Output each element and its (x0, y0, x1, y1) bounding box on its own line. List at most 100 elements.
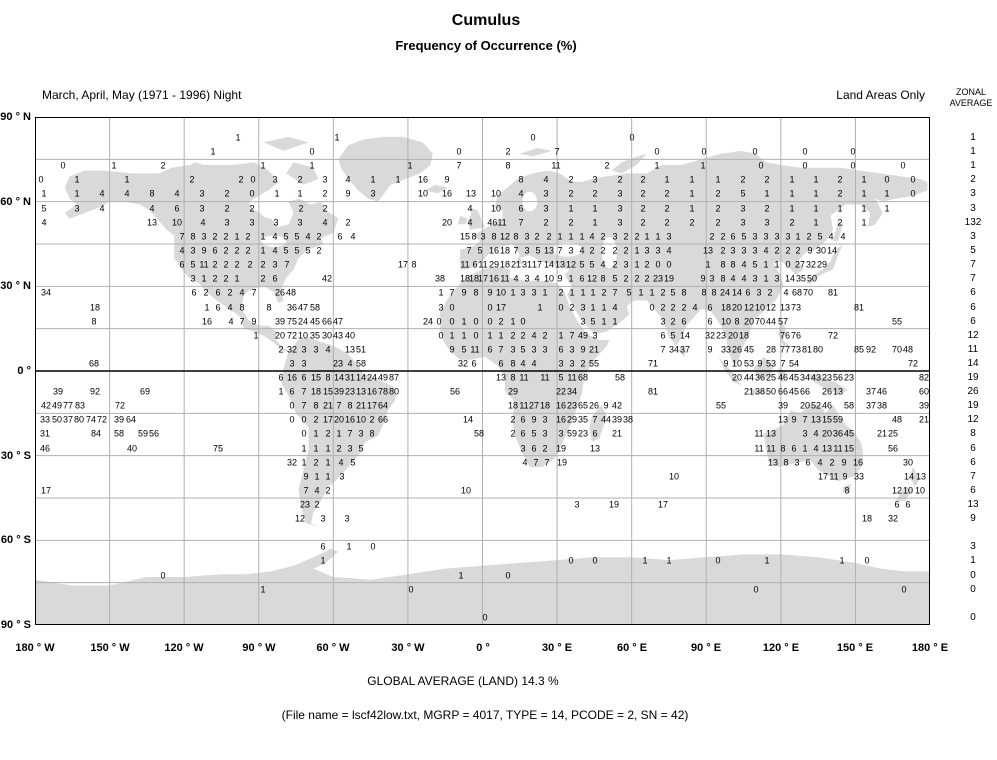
grid-value: 40 (344, 330, 356, 341)
grid-value: 0 (715, 555, 721, 566)
grid-value: 1 (74, 188, 80, 199)
grid-value: 3 (297, 217, 303, 228)
lon-tick-label: 180 ° E (911, 642, 949, 654)
lon-tick-label: 60 ° W (316, 642, 350, 654)
grid-value: 2 (601, 287, 607, 298)
grid-value: 7 (660, 344, 666, 355)
grid-value: 8 (701, 287, 707, 298)
land-shape (457, 215, 468, 225)
grid-value: 7 (303, 485, 309, 496)
grid-value: 10 (668, 471, 680, 482)
grid-value: 9 (251, 316, 257, 327)
grid-value: 14 (731, 287, 743, 298)
grid-value: 21 (588, 344, 600, 355)
grid-value: 3 (655, 245, 661, 256)
grid-value: 1 (201, 273, 207, 284)
grid-value: 11 (754, 428, 764, 439)
grid-value: 23 (344, 386, 356, 397)
lon-tick-label: 120 ° W (164, 642, 204, 654)
lon-tick-label: 180 ° W (15, 642, 55, 654)
grid-value: 3 (543, 188, 549, 199)
grid-value: 3 (574, 499, 580, 510)
grid-value: 1 (74, 174, 80, 185)
grid-value: 12 (891, 485, 903, 496)
lat-tick-label: 60 ° N (0, 196, 31, 208)
zonal-average-value: 13 (967, 499, 979, 510)
grid-value: 2 (720, 245, 726, 256)
grid-value: 0 (884, 174, 890, 185)
grid-value: 70 (891, 344, 903, 355)
grid-value: 2 (322, 203, 328, 214)
grid-value: 6 (520, 414, 526, 425)
grid-value: 37 (679, 344, 691, 355)
grid-value: 2 (715, 217, 721, 228)
grid-value: 4 (589, 231, 595, 242)
grid-value: 18 (507, 400, 519, 411)
grid-value: 14 (679, 330, 691, 341)
grid-value: 1 (884, 203, 890, 214)
grid-value: 39 (333, 386, 345, 397)
grid-value: 6 (278, 372, 284, 383)
zonal-average-value: 6 (970, 457, 976, 468)
grid-value: 3 (644, 245, 650, 256)
grid-value: 2 (612, 245, 618, 256)
grid-value: 26 (588, 400, 600, 411)
grid-value: 2 (740, 174, 746, 185)
grid-value: 1 (438, 287, 444, 298)
grid-value: 5 (358, 443, 364, 454)
grid-value: 0 (558, 302, 564, 313)
grid-value: 45 (788, 386, 800, 397)
grid-value: 16 (344, 414, 356, 425)
grid-value: 1 (537, 302, 543, 313)
grid-value: 11 (519, 372, 529, 383)
grid-value: 5 (670, 330, 676, 341)
land-shape (425, 184, 448, 194)
land-areas-label: Land Areas Only (836, 88, 925, 102)
grid-value: 1 (297, 188, 303, 199)
grid-value: 3 (272, 174, 278, 185)
grid-value: 27 (528, 400, 540, 411)
grid-value: 2 (212, 259, 218, 270)
grid-value: 9 (841, 457, 847, 468)
grid-value: 2 (617, 174, 623, 185)
grid-value: 7 (569, 330, 575, 341)
grid-value: 49 (577, 330, 589, 341)
grid-value: 1 (789, 174, 795, 185)
grid-value: 8 (510, 372, 516, 383)
grid-value: 2 (212, 231, 218, 242)
grid-value: 5 (283, 245, 289, 256)
grid-value: 0 (449, 302, 455, 313)
grid-value: 3 (730, 245, 736, 256)
grid-value: 3 (580, 302, 586, 313)
grid-value: 0 (482, 612, 488, 623)
grid-value: 1 (395, 174, 401, 185)
grid-value: 4 (272, 245, 278, 256)
grid-value: 9 (201, 245, 207, 256)
grid-value: 6 (905, 499, 911, 510)
zonal-average-value: 1 (970, 555, 976, 566)
grid-value: 4 (817, 457, 823, 468)
grid-value: 72 (96, 414, 108, 425)
grid-value: 0 (568, 555, 574, 566)
grid-value: 1 (325, 457, 331, 468)
grid-value: 2 (806, 231, 812, 242)
grid-value: 4 (813, 428, 819, 439)
grid-value: 56 (148, 428, 160, 439)
grid-value: 10 (297, 330, 309, 341)
grid-value: 2 (634, 273, 640, 284)
grid-value: 58 (614, 372, 626, 383)
grid-value: 0 (850, 160, 856, 171)
grid-value: 24 (366, 372, 378, 383)
grid-value: 1 (634, 259, 640, 270)
grid-value: 2 (569, 302, 575, 313)
grid-value: 2 (644, 273, 650, 284)
grid-value: 1 (764, 188, 770, 199)
grid-value: 57 (777, 316, 789, 327)
grid-value: 1 (689, 174, 695, 185)
grid-value: 9 (345, 188, 351, 199)
grid-value: 4 (520, 358, 526, 369)
grid-value: 2 (767, 287, 773, 298)
grid-value: 3 (289, 358, 295, 369)
grid-value: 4 (124, 188, 130, 199)
grid-value: 1 (715, 174, 721, 185)
